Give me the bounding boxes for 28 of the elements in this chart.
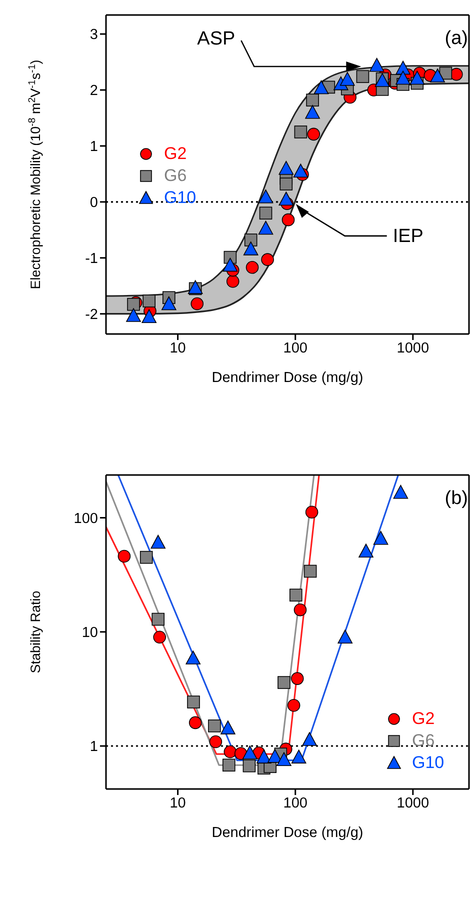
x-tick-label: 1000 <box>396 340 430 356</box>
legend-label: G6 <box>412 731 435 752</box>
legend-label: G2 <box>412 709 435 730</box>
y-tick-label: 3 <box>90 27 98 44</box>
y-tick-label: -2 <box>85 307 98 323</box>
legend-label: G2 <box>164 144 187 164</box>
y-axis-title: Stability Ratio <box>28 590 43 674</box>
x-axis-title: Dendrimer Dose (mg/g) <box>212 825 364 841</box>
legend-label: G6 <box>164 166 187 186</box>
x-tick-label: 1000 <box>396 795 430 812</box>
x-tick-label: 10 <box>170 795 186 812</box>
y-tick-label: 1 <box>90 739 98 756</box>
annotation: (b) <box>444 488 468 510</box>
x-tick-label: 10 <box>170 340 186 356</box>
x-axis-title: Dendrimer Dose (mg/g) <box>212 370 364 386</box>
y-tick-label: 100 <box>74 510 98 527</box>
x-tick-label: 100 <box>283 795 308 812</box>
y-tick-label: 0 <box>90 195 98 212</box>
x-tick-label: 100 <box>283 340 308 356</box>
annotation: IEP <box>392 226 424 247</box>
annotation: ASP <box>197 28 236 50</box>
annotation: (a) <box>444 28 468 50</box>
legend-label: G10 <box>412 753 444 774</box>
y-tick-label: 1 <box>90 139 98 156</box>
y-tick-label: 2 <box>90 83 98 100</box>
y-tick-label: 10 <box>82 625 98 642</box>
y-tick-label: -1 <box>85 251 98 268</box>
legend-label: G10 <box>164 188 196 208</box>
